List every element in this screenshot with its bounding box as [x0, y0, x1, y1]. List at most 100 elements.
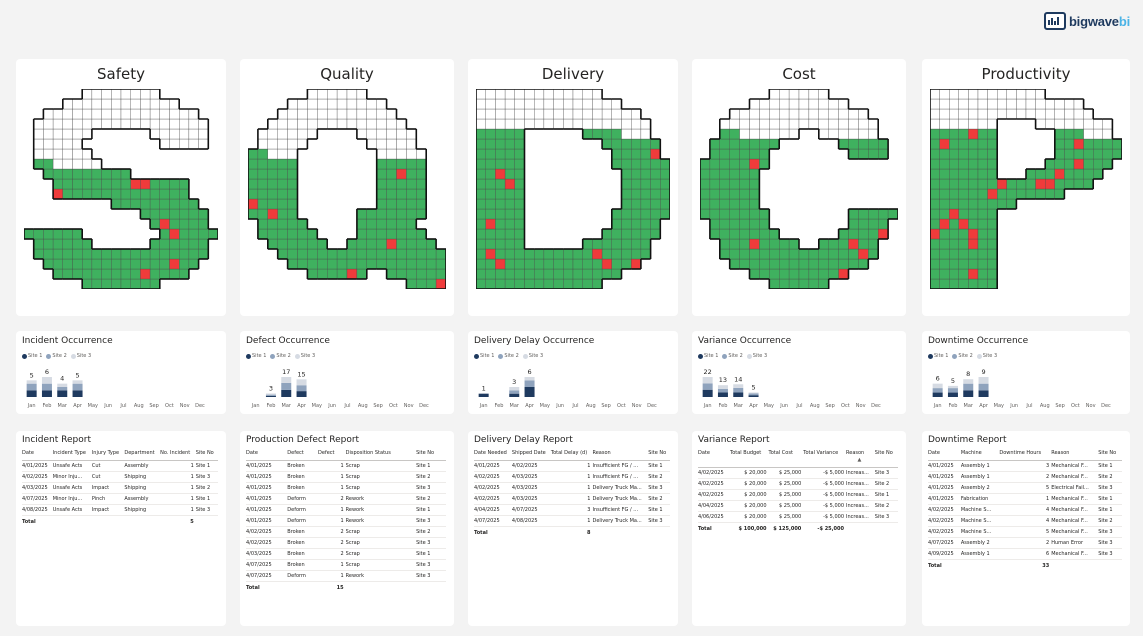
table-row[interactable]: 4/01/2025 Broken 1 Scrap Site 1	[246, 460, 446, 472]
bar-segment[interactable]	[72, 383, 83, 391]
column-header[interactable]: Department	[124, 450, 161, 461]
bar-segment[interactable]	[41, 377, 52, 384]
chart-legend[interactable]: Site 1 Site 2 Site 3	[22, 353, 91, 359]
bar-segment[interactable]	[296, 379, 307, 386]
table-row[interactable]: 4/01/2025 Deform 2 Rework Site 2	[246, 493, 446, 505]
table-row[interactable]: 4/02/2025 4/03/2025 1 Delivery Truck Ma... S…	[474, 493, 670, 505]
bar-segment[interactable]	[41, 383, 52, 391]
bar-segment[interactable]	[57, 383, 68, 387]
table-row[interactable]: 4/07/2025 Assembly 2 2 Human Error Site 3	[928, 537, 1122, 549]
bar-segment[interactable]	[26, 380, 37, 384]
bar-segment[interactable]	[72, 380, 83, 384]
bar-segment[interactable]	[478, 393, 489, 397]
legend-item[interactable]: Site 2	[46, 353, 67, 359]
bar-segment[interactable]	[509, 393, 520, 397]
table-row[interactable]: 4/01/2025 Assembly 1 3 Mechanical F... Site …	[928, 460, 1122, 472]
table-row[interactable]: 4/01/2025 Unsafe Acts Cut Assembly 1 Site 1	[22, 460, 218, 472]
table-row[interactable]: 4/07/2025 4/08/2025 1 Delivery Truck Ma... S…	[474, 515, 670, 527]
column-header[interactable]: Date Needed	[474, 450, 512, 461]
column-header[interactable]: Injury Type	[91, 450, 125, 461]
legend-item[interactable]: Site 3	[70, 353, 91, 359]
legend-item[interactable]: Site 3	[746, 353, 767, 359]
bar-segment[interactable]	[947, 388, 958, 393]
chart-legend[interactable]: Site 1 Site 2 Site 3	[928, 353, 997, 359]
bar-segment[interactable]	[733, 392, 744, 397]
bar-segment[interactable]	[281, 389, 292, 397]
bar-segment[interactable]	[748, 392, 759, 394]
column-header[interactable]: Defect	[287, 450, 319, 461]
column-header[interactable]: Reason	[592, 450, 649, 461]
column-header[interactable]: Total Delay (d)	[550, 450, 593, 461]
legend-item[interactable]: Site 2	[722, 353, 743, 359]
table-row[interactable]: 4/04/2025 4/07/2025 3 Insufficient FG / ...…	[474, 504, 670, 516]
bar-segment[interactable]	[509, 387, 520, 391]
table-row[interactable]: 4/01/2025 4/02/2025 1 Insufficient FG / ...…	[474, 460, 670, 472]
bar-segment[interactable]	[265, 394, 276, 396]
column-header[interactable]: Disposition Status	[345, 450, 417, 461]
bar-segment[interactable]	[72, 390, 83, 397]
legend-item[interactable]: Site 1	[928, 353, 948, 359]
legend-item[interactable]: Site 1	[246, 353, 266, 359]
legend-item[interactable]: Site 3	[294, 353, 315, 359]
bar-segment[interactable]	[963, 383, 974, 391]
table-row[interactable]: 4/02/2025 Broken 2 Scrap Site 2	[246, 526, 446, 538]
bar-segment[interactable]	[296, 385, 307, 392]
bar-segment[interactable]	[281, 382, 292, 390]
bar-segment[interactable]	[978, 383, 989, 391]
column-header[interactable]: Site No	[416, 450, 446, 461]
column-header[interactable]: Site No	[195, 450, 218, 461]
column-header[interactable]: Reason	[1051, 450, 1099, 461]
bar-segment[interactable]	[932, 392, 943, 397]
table-row[interactable]: 4/02/2025 4/03/2025 1 Delivery Truck Ma... S…	[474, 482, 670, 494]
column-header[interactable]: Site No	[1098, 450, 1122, 461]
bar-segment[interactable]	[717, 392, 728, 397]
bar-segment[interactable]	[265, 395, 276, 397]
column-header[interactable]: No. Incident	[160, 450, 196, 461]
table-row[interactable]: 4/04/2025 $ 20,000 $ 25,000 -$ 5,000 Increas…	[698, 500, 898, 512]
legend-item[interactable]: Site 3	[522, 353, 543, 359]
bar-segment[interactable]	[947, 392, 958, 397]
bar-segment[interactable]	[702, 389, 713, 397]
table-row[interactable]: 4/02/2025 4/03/2025 1 Insufficient FG / ...…	[474, 471, 670, 483]
table-row[interactable]: 4/03/2025 Unsafe Acts Impact Shipping 1 Site …	[22, 482, 218, 494]
table-row[interactable]: 4/02/2025 Machine S... 4 Mechanical F... Sit…	[928, 515, 1122, 527]
column-header[interactable]: Defect	[318, 450, 346, 461]
column-header[interactable]: Date	[928, 450, 961, 461]
table-row[interactable]: 4/09/2025 Assembly 1 6 Mechanical F... Site …	[928, 548, 1122, 560]
table-row[interactable]: 4/08/2025 Unsafe Acts Impact Shipping 1 Site …	[22, 504, 218, 516]
table-row[interactable]: 4/07/2025 Deform 1 Rework Site 3	[246, 570, 446, 582]
table-row[interactable]: 4/01/2025 Broken 1 Scrap Site 3	[246, 482, 446, 494]
table-row[interactable]: 4/01/2025 Assembly 2 5 Electrical Fail... Si…	[928, 482, 1122, 494]
legend-item[interactable]: Site 1	[22, 353, 42, 359]
bar-segment[interactable]	[26, 383, 37, 391]
bar-segment[interactable]	[963, 379, 974, 384]
legend-item[interactable]: Site 3	[976, 353, 997, 359]
table-row[interactable]: 4/01/2025 Fabrication 1 Mechanical F... Site…	[928, 493, 1122, 505]
table-row[interactable]: 4/02/2025 Broken 2 Scrap Site 3	[246, 537, 446, 549]
column-header[interactable]: Total Variance	[803, 450, 846, 468]
column-header[interactable]: Date	[22, 450, 53, 461]
table-row[interactable]: 4/06/2025 $ 20,000 $ 25,000 -$ 5,000 Increas…	[698, 511, 898, 523]
table-row[interactable]: 4/07/2025 Minor Inju... Pinch Assembly 1 Site…	[22, 493, 218, 505]
table-row[interactable]: 4/02/2025 Machine S... 5 Mechanical F... Sit…	[928, 526, 1122, 538]
bar-segment[interactable]	[717, 385, 728, 389]
sort-ascending-icon[interactable]: ▲	[857, 457, 862, 463]
column-header[interactable]: Site No	[648, 450, 670, 461]
bar-segment[interactable]	[748, 395, 759, 397]
bar-segment[interactable]	[57, 390, 68, 397]
column-header[interactable]: Incident Type	[52, 450, 92, 461]
column-header[interactable]: Machine	[960, 450, 1000, 461]
bar-segment[interactable]	[733, 384, 744, 388]
legend-item[interactable]: Site 2	[270, 353, 291, 359]
bar-segment[interactable]	[748, 393, 759, 396]
table-row[interactable]: 4/01/2025 Assembly 1 2 Mechanical F... Site …	[928, 471, 1122, 483]
bar-segment[interactable]	[932, 388, 943, 393]
column-header[interactable]: Site No	[874, 450, 898, 468]
bar-segment[interactable]	[524, 380, 535, 387]
chart-legend[interactable]: Site 1 Site 2 Site 3	[698, 353, 767, 359]
bar-segment[interactable]	[57, 387, 68, 391]
bar-segment[interactable]	[733, 387, 744, 393]
bar-segment[interactable]	[26, 390, 37, 397]
bar-segment[interactable]	[524, 377, 535, 381]
legend-item[interactable]: Site 2	[952, 353, 973, 359]
